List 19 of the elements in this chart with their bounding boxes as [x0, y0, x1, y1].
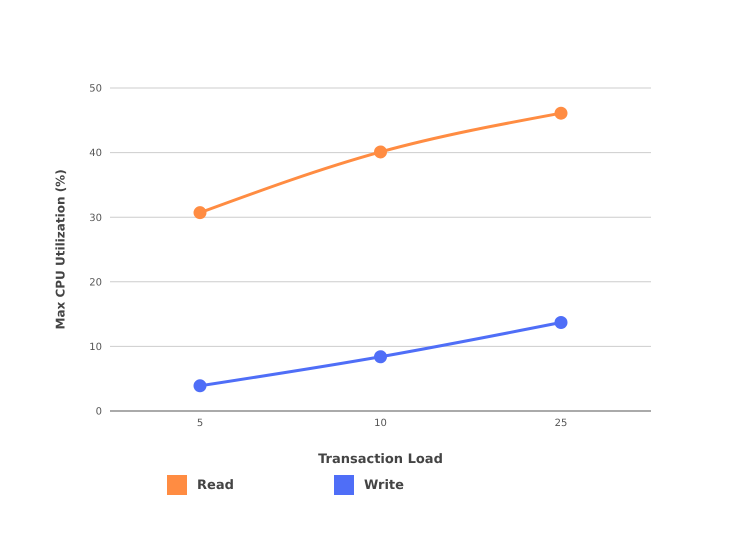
point: [374, 350, 387, 364]
x-tick-label: 25: [554, 418, 568, 430]
y-tick-label: 0: [96, 406, 102, 418]
y-tick-label: 10: [89, 342, 102, 353]
point: [374, 145, 387, 158]
point: [194, 379, 206, 392]
y-tick-label: 20: [89, 277, 102, 288]
y-axis-title: Max CPU Utilization (%): [53, 169, 68, 330]
legend-label: Read: [197, 478, 234, 493]
y-tick-label: 40: [89, 148, 102, 160]
point: [194, 206, 206, 220]
legend-label: Write: [364, 478, 404, 493]
point: [554, 316, 568, 329]
y-tick-label: 30: [89, 212, 102, 224]
y-tick-label: 50: [89, 84, 102, 95]
point: [554, 106, 568, 120]
x-tick-label: 5: [196, 418, 204, 430]
x-tick-label: 10: [374, 418, 387, 430]
x-axis-title: Transaction Load: [318, 452, 443, 467]
